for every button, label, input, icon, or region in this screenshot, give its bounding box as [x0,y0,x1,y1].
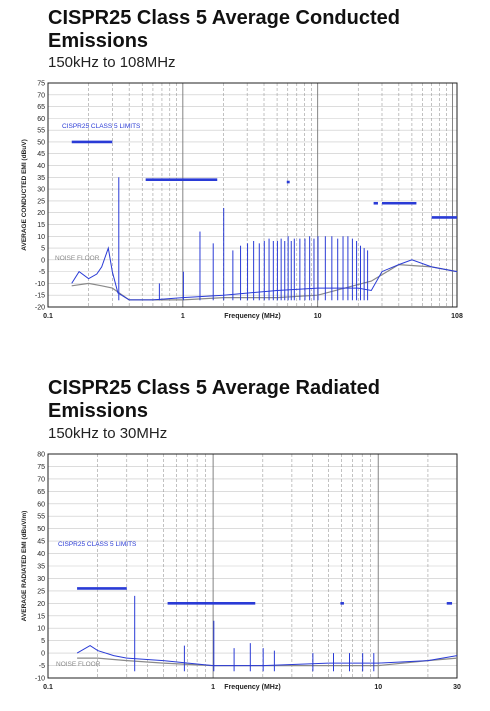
x-tick-label: 0.1 [43,313,53,320]
y-tick-label: 70 [37,92,45,99]
y-axis-label: AVERAGE CONDUCTED EMI (dBuV) [21,139,28,250]
conducted-emissions-chart: 757065605550454035302520151050-5-10-15-2… [21,81,463,321]
y-tick-label: 35 [37,564,45,571]
y-tick-label: 65 [37,489,45,496]
emission-trace [76,645,458,667]
chart-1-title: CISPR25 Class 5 Average Conducted Emissi… [48,7,400,52]
y-tick-label: 55 [37,514,45,521]
y-tick-label: 60 [37,501,45,508]
y-tick-label: 50 [37,526,45,533]
chart-2-subtitle: 150kHz to 30MHz [48,425,168,442]
y-tick-label: 75 [37,81,45,88]
y-tick-label: 25 [37,198,45,205]
x-tick-label: 108 [451,313,463,320]
y-axis-label: AVERAGE RADIATED EMI (dBuV/m) [21,511,28,622]
y-tick-label: 45 [37,151,45,158]
limits-annotation: CISPR25 CLASS 5 LIMITS [58,541,137,548]
y-tick-label: 10 [37,626,45,633]
x-axis-label: Frequency (MHz) [224,313,280,320]
y-tick-label: 10 [37,234,45,241]
y-tick-label: 70 [37,476,45,483]
plot-area [48,83,457,307]
y-tick-label: 65 [37,104,45,111]
y-tick-label: 80 [37,452,45,459]
y-tick-label: 60 [37,116,45,123]
x-tick-label: 0.1 [43,684,53,691]
noise-floor-annotation: NOISE FLOOR [56,661,101,668]
y-tick-label: -10 [35,281,45,288]
y-tick-label: 75 [37,464,45,471]
chart-1-subtitle: 150kHz to 108MHz [48,54,176,71]
y-tick-label: 30 [37,187,45,194]
x-tick-label: 10 [374,684,382,691]
plot-frame [47,82,458,308]
y-tick-label: 20 [37,601,45,608]
emission-trace [71,246,458,301]
x-tick-label: 1 [211,684,215,691]
x-tick-label: 10 [314,313,322,320]
y-tick-label: 15 [37,222,45,229]
y-tick-label: -20 [35,305,45,312]
noise-floor-annotation: NOISE FLOOR [55,255,100,262]
y-tick-label: 40 [37,163,45,170]
x-axis-label: Frequency (MHz) [224,684,280,691]
chart-2-title: CISPR25 Class 5 Average Radiated Emissio… [48,377,381,422]
y-tick-label: 40 [37,551,45,558]
y-tick-label: 15 [37,613,45,620]
y-tick-label: 5 [41,246,45,253]
y-tick-label: 55 [37,128,45,135]
plot-frame [47,453,458,679]
y-tick-label: -15 [35,293,45,300]
y-tick-label: -10 [35,676,45,683]
y-tick-label: 0 [41,651,45,658]
y-tick-label: -5 [39,663,45,670]
y-tick-label: 5 [41,638,45,645]
y-tick-label: 35 [37,175,45,182]
y-tick-label: 45 [37,539,45,546]
y-tick-label: 0 [41,257,45,264]
radiated-emissions-chart: 80757065605550454035302520151050-5-100.1… [21,452,461,692]
y-tick-label: -5 [39,269,45,276]
noise-floor-line [71,263,458,301]
y-tick-label: 25 [37,588,45,595]
x-tick-label: 30 [453,684,461,691]
y-tick-label: 30 [37,576,45,583]
limits-annotation: CISPR25 CLASS 5 LIMITS [62,123,141,130]
x-tick-label: 1 [181,313,185,320]
y-tick-label: 20 [37,210,45,217]
y-tick-label: 50 [37,139,45,146]
